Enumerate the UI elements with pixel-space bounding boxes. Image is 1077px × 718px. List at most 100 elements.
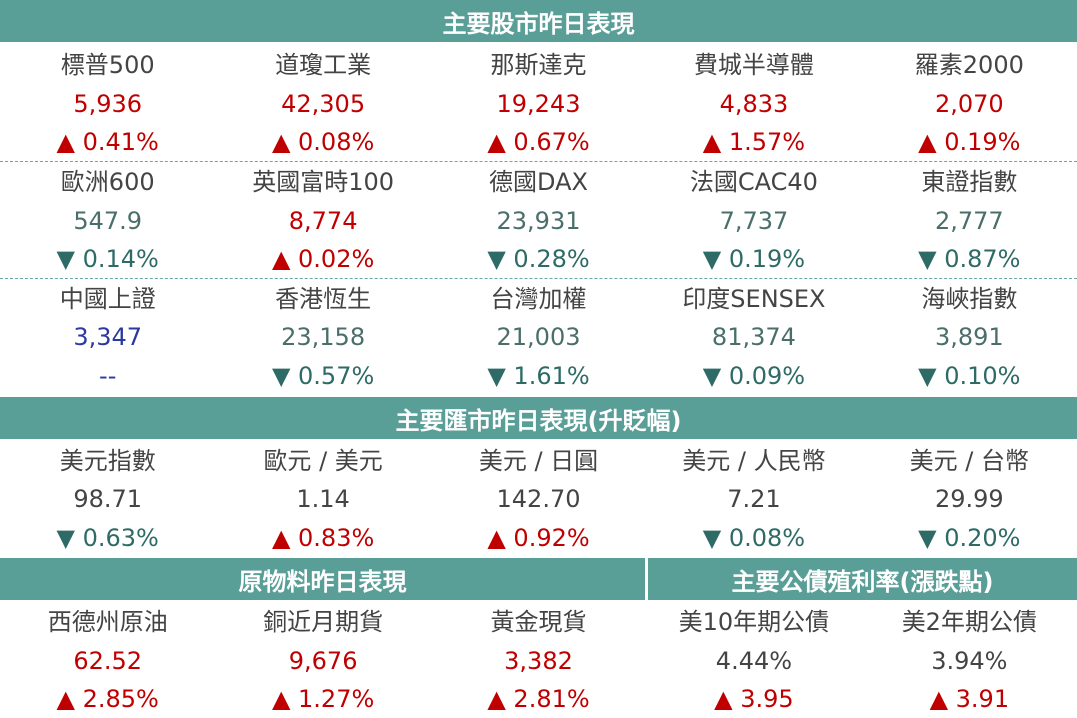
commodities-header: 原物料昨日表現 [0, 558, 645, 600]
stock-value: 21,003 [496, 323, 581, 351]
fx-label: 美元 / 台幣 [909, 447, 1029, 475]
fx-value: 98.71 [73, 485, 143, 513]
commodity-value: 3,382 [504, 647, 573, 675]
bond-change: ▲ 3.91 [929, 685, 1010, 713]
fx-values: 98.71 1.14 142.70 7.21 29.99 [0, 480, 1077, 518]
stock-change: ▲ 1.57% [702, 128, 806, 156]
stock-value: 4,833 [719, 90, 789, 118]
commodity-change: ▲ 2.81% [487, 685, 590, 713]
stocks-row-1-values: 5,936 42,305 19,243 4,833 2,070 [0, 85, 1077, 123]
commodity-change: ▲ 2.85% [56, 685, 159, 713]
stock-value: 81,374 [711, 323, 796, 351]
stock-change: ▼ 0.14% [56, 245, 159, 273]
stock-label: 歐洲600 [60, 168, 155, 196]
stock-value: 23,931 [496, 207, 581, 235]
fx-value: 7.21 [727, 485, 781, 513]
bond-change: ▲ 3.95 [714, 685, 794, 713]
stock-value: 23,158 [281, 323, 366, 351]
stock-label: 海峽指數 [921, 285, 1018, 313]
stock-value: 5,936 [73, 90, 143, 118]
bond-label: 美2年期公債 [901, 608, 1037, 636]
commodity-bond-labels: 西德州原油 銅近月期貨 黃金現貨 美10年期公債 美2年期公債 [0, 603, 1077, 641]
stock-label: 德國DAX [489, 168, 588, 196]
commodity-change: ▲ 1.27% [271, 685, 375, 713]
stock-value: 3,891 [934, 323, 1004, 351]
stock-label: 費城半導體 [693, 51, 814, 79]
stock-change: -- [99, 362, 117, 390]
stock-value: 8,774 [288, 207, 358, 235]
stock-label: 東證指數 [921, 168, 1018, 196]
commodity-value: 9,676 [288, 647, 358, 675]
bonds-header: 主要公債殖利率(漲跌點) [648, 558, 1077, 600]
commodity-value: 62.52 [73, 647, 143, 675]
stock-label: 那斯達克 [490, 51, 587, 79]
stock-label: 印度SENSEX [682, 285, 826, 313]
stock-change: ▼ 0.87% [918, 245, 1021, 273]
fx-value: 1.14 [296, 485, 350, 513]
stock-value: 19,243 [496, 90, 581, 118]
stock-label: 羅素2000 [914, 51, 1024, 79]
commodities-title: 原物料昨日表現 [238, 567, 407, 596]
fx-label: 美元 / 日圓 [478, 447, 599, 475]
stocks-title: 主要股市昨日表現 [442, 9, 635, 38]
stocks-row-2-changes: ▼ 0.14% ▲ 0.02% ▼ 0.28% ▼ 0.19% ▼ 0.87% [0, 240, 1077, 278]
fx-value: 142.70 [496, 485, 581, 513]
commodity-label: 黃金現貨 [490, 608, 587, 636]
fx-change: ▲ 0.83% [271, 524, 375, 552]
stock-label: 英國富時100 [252, 168, 395, 196]
fx-label: 美元指數 [59, 447, 156, 475]
commodity-label: 銅近月期貨 [263, 608, 384, 636]
stock-label: 道瓊工業 [275, 51, 372, 79]
stock-value: 3,347 [73, 323, 143, 351]
bond-value: 3.94% [931, 647, 1008, 675]
row-divider [0, 161, 1077, 162]
stocks-row-3-changes: -- ▼ 0.57% ▼ 1.61% ▼ 0.09% ▼ 0.10% [0, 357, 1077, 395]
stock-change: ▼ 0.57% [271, 362, 375, 390]
stock-change: ▼ 1.61% [487, 362, 590, 390]
stock-value: 2,777 [934, 207, 1004, 235]
stock-label: 法國CAC40 [689, 168, 818, 196]
fx-title: 主要匯市昨日表現(升貶幅) [395, 406, 682, 435]
stock-value: 547.9 [73, 207, 143, 235]
stock-value: 2,070 [934, 90, 1004, 118]
commodity-label: 西德州原油 [47, 608, 168, 636]
fx-change: ▼ 0.20% [918, 524, 1021, 552]
stock-label: 標普500 [60, 51, 155, 79]
stock-label: 台灣加權 [490, 285, 587, 313]
fx-header: 主要匯市昨日表現(升貶幅) [0, 397, 1077, 439]
stock-value: 42,305 [281, 90, 366, 118]
stock-label: 中國上證 [59, 285, 156, 313]
stocks-row-1-changes: ▲ 0.41% ▲ 0.08% ▲ 0.67% ▲ 1.57% ▲ 0.19% [0, 123, 1077, 161]
stock-change: ▼ 0.19% [702, 245, 806, 273]
stock-change: ▲ 0.02% [271, 245, 375, 273]
stocks-row-1-labels: 標普500 道瓊工業 那斯達克 費城半導體 羅素2000 [0, 46, 1077, 84]
stock-change: ▲ 0.67% [487, 128, 590, 156]
stock-value: 7,737 [719, 207, 789, 235]
row-divider [0, 278, 1077, 279]
stocks-row-3-labels: 中國上證 香港恆生 台灣加權 印度SENSEX 海峽指數 [0, 280, 1077, 318]
fx-value: 29.99 [934, 485, 1004, 513]
fx-labels: 美元指數 歐元 / 美元 美元 / 日圓 美元 / 人民幣 美元 / 台幣 [0, 442, 1077, 480]
fx-label: 歐元 / 美元 [263, 447, 383, 475]
bond-value: 4.44% [715, 647, 793, 675]
fx-changes: ▼ 0.63% ▲ 0.83% ▲ 0.92% ▼ 0.08% ▼ 0.20% [0, 519, 1077, 557]
stocks-row-2-values: 547.9 8,774 23,931 7,737 2,777 [0, 202, 1077, 240]
bonds-title: 主要公債殖利率(漲跌點) [731, 567, 994, 596]
stock-change: ▼ 0.28% [487, 245, 590, 273]
stock-change: ▼ 0.10% [918, 362, 1021, 390]
fx-change: ▼ 0.08% [702, 524, 806, 552]
stock-label: 香港恆生 [275, 285, 372, 313]
commodity-bond-changes: ▲ 2.85% ▲ 1.27% ▲ 2.81% ▲ 3.95 ▲ 3.91 [0, 680, 1077, 718]
bond-label: 美10年期公債 [678, 608, 830, 636]
header-divider [645, 558, 648, 600]
stocks-row-2-labels: 歐洲600 英國富時100 德國DAX 法國CAC40 東證指數 [0, 163, 1077, 201]
stock-change: ▲ 0.19% [918, 128, 1021, 156]
fx-change: ▼ 0.63% [56, 524, 159, 552]
fx-change: ▲ 0.92% [487, 524, 590, 552]
stock-change: ▼ 0.09% [702, 362, 806, 390]
stock-change: ▲ 0.08% [271, 128, 375, 156]
commodity-bond-values: 62.52 9,676 3,382 4.44% 3.94% [0, 642, 1077, 680]
stock-change: ▲ 0.41% [56, 128, 159, 156]
stocks-header: 主要股市昨日表現 [0, 0, 1077, 42]
stocks-row-3-values: 3,347 23,158 21,003 81,374 3,891 [0, 318, 1077, 356]
